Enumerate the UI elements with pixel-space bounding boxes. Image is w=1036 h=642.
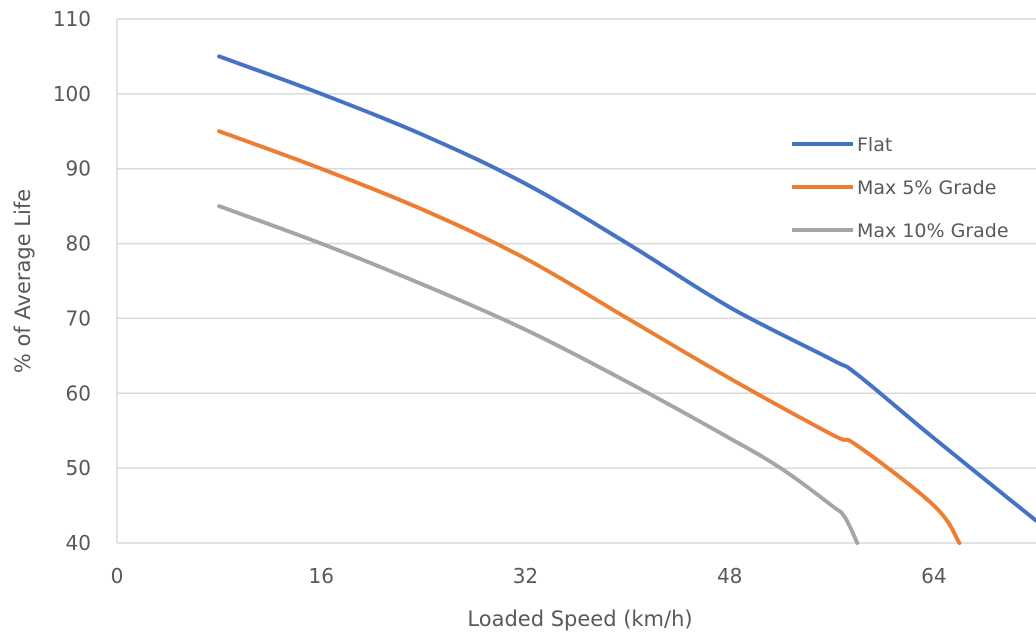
y-tick-label: 110: [53, 7, 91, 31]
x-axis-title: Loaded Speed (km/h): [467, 607, 692, 631]
y-tick-label: 40: [66, 531, 91, 555]
y-tick-labels: 40 50 60 70 80 90 100 110: [53, 7, 91, 555]
x-tick-labels: 0 16 32 48 64: [111, 564, 947, 588]
y-axis-title: % of Average Life: [11, 189, 35, 373]
gridlines: [116, 18, 1036, 544]
series-line-flat: [217, 54, 1036, 523]
x-tick-label: 16: [308, 564, 333, 588]
legend: Flat Max 5% Grade Max 10% Grade: [792, 134, 1009, 242]
x-tick-label: 64: [921, 564, 946, 588]
x-tick-label: 48: [717, 564, 742, 588]
legend-label-flat: Flat: [857, 134, 892, 156]
y-tick-label: 80: [66, 232, 91, 256]
y-tick-label: 60: [66, 381, 91, 405]
y-tick-label: 70: [66, 306, 91, 330]
legend-label-max-10-grade: Max 10% Grade: [857, 220, 1009, 242]
x-tick-label: 0: [111, 564, 124, 588]
series-line-max-5-grade: [217, 129, 962, 545]
legend-label-max-5-grade: Max 5% Grade: [857, 177, 996, 199]
series-line-max-10-grade: [217, 204, 860, 545]
x-tick-label: 32: [513, 564, 538, 588]
y-tick-label: 100: [53, 82, 91, 106]
y-tick-label: 90: [66, 157, 91, 181]
series-lines: [217, 54, 1036, 545]
y-tick-label: 50: [66, 456, 91, 480]
